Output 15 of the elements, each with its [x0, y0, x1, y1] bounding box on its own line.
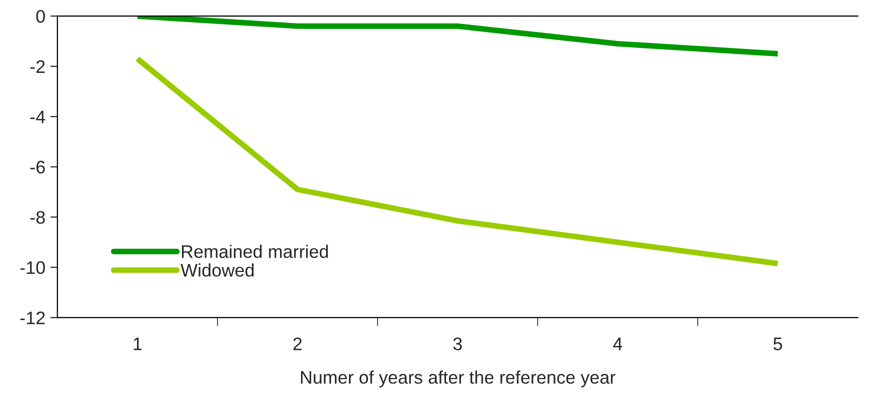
x-tick-label: 4	[613, 338, 622, 350]
x-tick-label: 5	[773, 338, 782, 350]
x-tick-label: 3	[453, 338, 462, 350]
y-tick-label: -2	[30, 60, 45, 73]
y-tick-label: -8	[30, 211, 45, 224]
y-tick-label: -10	[20, 261, 45, 274]
legend-label: Widowed	[180, 263, 254, 277]
y-tick-label: -6	[30, 160, 45, 174]
x-tick-label: 2	[293, 338, 302, 350]
y-tick-label: -4	[30, 110, 46, 124]
x-tick-label: 1	[134, 338, 142, 350]
legend-label: Remained married	[182, 244, 328, 258]
x-axis-title: Numer of years after the reference year	[301, 370, 616, 388]
y-tick-label: 0	[36, 10, 45, 23]
y-tick-label: -12	[20, 312, 45, 324]
